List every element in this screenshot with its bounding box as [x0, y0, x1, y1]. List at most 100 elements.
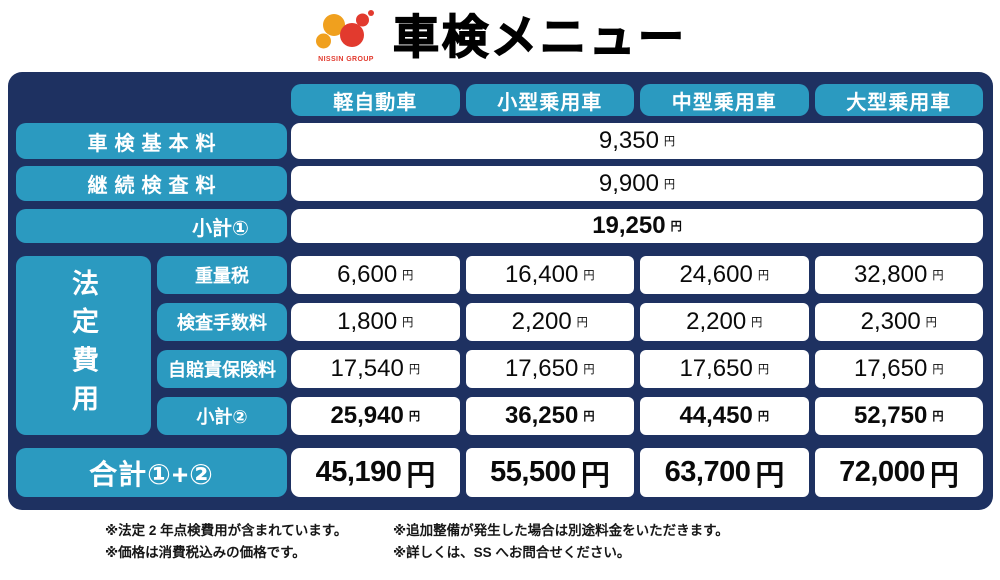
amount: 1,800	[337, 308, 398, 335]
column-header-medium: 中型乗用車	[640, 84, 809, 116]
cell-grand-total-kei: 45,190 円	[291, 448, 460, 497]
currency-unit: 円	[932, 364, 944, 376]
footnotes-left-column: ※法定 2 年点検費用が含まれています。 ※価格は消費税込みの価格です。	[105, 520, 367, 564]
logo-circle-orange-small	[316, 33, 331, 49]
cell-grand-total-small: 55,500 円	[465, 448, 634, 497]
amount: 25,940	[330, 402, 404, 429]
footnote: ※法定 2 年点検費用が含まれています。	[105, 523, 348, 538]
cell-subtotal-2-kei: 25,940 円	[291, 397, 460, 435]
row-inspection-fee: 検査手数料 1,800 円 2,200 円 2,200 円 2,300 円	[157, 303, 983, 341]
logo-circle-red-large	[340, 23, 364, 47]
cell-weight-tax-small: 16,400 円	[465, 256, 634, 294]
cell-weight-tax-medium: 24,600 円	[640, 256, 809, 294]
statutory-fees-label: 法定費用	[16, 256, 151, 435]
statutory-fees-label-box: 法定費用	[16, 256, 151, 435]
currency-unit: 円	[757, 364, 770, 376]
cell-liability-insurance-medium: 17,650 円	[640, 350, 809, 388]
amount: 72,000	[839, 456, 925, 488]
logo-circle-red-small	[368, 10, 374, 16]
amount: 9,350	[598, 127, 659, 154]
row-label-subtotal-1: 小計①	[16, 209, 287, 243]
cell-inspection-fee-small: 2,200 円	[465, 303, 634, 341]
footnote: ※価格は消費税込みの価格です。	[105, 545, 306, 560]
currency-unit: 円	[583, 270, 595, 282]
amount: 17,650	[504, 355, 579, 382]
row-label-liability-insurance: 自賠責保険料	[157, 350, 287, 388]
nissin-group-logo: NISSIN GROUP	[316, 10, 374, 63]
masthead: NISSIN GROUP 車検メニュー	[0, 4, 1000, 70]
amount: 52,750	[853, 402, 928, 429]
currency-unit: 円	[932, 411, 944, 423]
row-label-grand-total: 合計①+②	[16, 448, 287, 497]
row-label-weight-tax: 重量税	[157, 256, 287, 294]
cell-inspection-fee-medium: 2,200 円	[640, 303, 809, 341]
cell-liability-insurance-large: 17,650 円	[814, 350, 983, 388]
amount: 2,300	[860, 308, 921, 335]
amount: 16,400	[504, 261, 579, 288]
statutory-fees-rows: 重量税 6,600 円 16,400 円 24,600 円 32,800 円 検査手数料…	[157, 256, 983, 435]
row-liability-insurance: 自賠責保険料 17,540 円 17,650 円 17,650 円 17,650 円	[157, 350, 983, 388]
amount: 9,900	[598, 169, 659, 197]
amount: 17,540	[330, 355, 404, 382]
currency-unit: 円	[757, 411, 770, 423]
logo-circle-red-medium	[356, 13, 369, 27]
currency-unit: 円	[406, 459, 435, 492]
row-label-inspection-fee: 検査手数料	[157, 303, 287, 341]
amount: 24,600	[679, 261, 753, 288]
row-grand-total: 合計①+② 45,190 円 55,500 円 63,700 円 72,000 円	[16, 448, 983, 497]
amount: 17,650	[853, 355, 928, 382]
cell-weight-tax-large: 32,800 円	[814, 256, 983, 294]
cell-continuation-fee: 9,900 円	[291, 166, 983, 201]
currency-unit: 円	[929, 459, 959, 492]
cell-weight-tax-kei: 6,600 円	[291, 256, 460, 294]
logo-text: NISSIN GROUP	[318, 56, 374, 63]
amount: 2,200	[686, 308, 747, 335]
footnote: ※追加整備が発生した場合は別途料金をいただきます。	[393, 523, 729, 538]
cell-inspection-fee-kei: 1,800 円	[291, 303, 460, 341]
currency-unit: 円	[576, 317, 588, 329]
currency-unit: 円	[670, 221, 682, 233]
currency-unit: 円	[402, 270, 414, 282]
cell-subtotal-2-large: 52,750 円	[814, 397, 983, 435]
cell-inspection-fee-large: 2,300 円	[814, 303, 983, 341]
cell-subtotal-2-small: 36,250 円	[465, 397, 634, 435]
row-label-continuation-fee: 継続検査料	[16, 166, 287, 201]
cell-subtotal-2-medium: 44,450 円	[640, 397, 809, 435]
amount: 45,190	[315, 456, 402, 488]
currency-unit: 円	[932, 270, 944, 282]
currency-unit: 円	[663, 136, 676, 148]
currency-unit: 円	[925, 317, 937, 329]
row-label-basic-fee: 車検基本料	[16, 123, 287, 159]
cell-grand-total-large: 72,000 円	[814, 448, 983, 497]
currency-unit: 円	[408, 411, 421, 423]
currency-unit: 円	[583, 364, 595, 376]
row-continuation-fee: 継続検査料 9,900 円	[16, 166, 983, 201]
currency-unit: 円	[580, 459, 610, 492]
currency-unit: 円	[583, 411, 595, 423]
currency-unit: 円	[408, 364, 421, 376]
cell-liability-insurance-kei: 17,540 円	[291, 350, 460, 388]
amount: 17,650	[679, 355, 753, 382]
cell-subtotal-1: 19,250 円	[291, 209, 983, 243]
amount: 6,600	[337, 261, 398, 288]
amount: 55,500	[490, 456, 576, 488]
column-header-row: 軽自動車 小型乗用車 中型乗用車 大型乗用車	[16, 84, 983, 116]
row-label-subtotal-2: 小計②	[157, 397, 287, 435]
page-title: 車検メニュー	[392, 11, 687, 63]
header-spacer	[16, 84, 287, 116]
amount: 32,800	[853, 261, 928, 288]
currency-unit: 円	[402, 317, 414, 329]
cell-basic-fee: 9,350 円	[291, 123, 983, 159]
price-table: 軽自動車 小型乗用車 中型乗用車 大型乗用車 車検基本料 9,350 円 継続検…	[8, 72, 993, 510]
logo-circle-orange-large	[323, 14, 345, 36]
cell-grand-total-medium: 63,700 円	[640, 448, 809, 497]
row-subtotal-1: 小計① 19,250 円	[16, 209, 983, 243]
amount: 2,200	[511, 308, 572, 335]
column-header-large: 大型乗用車	[814, 84, 983, 116]
currency-unit: 円	[757, 270, 770, 282]
row-basic-fee: 車検基本料 9,350 円	[16, 123, 983, 159]
footnotes-right-column: ※追加整備が発生した場合は別途料金をいただきます。 ※詳しくは、SS へお問合せ…	[393, 520, 729, 564]
amount: 44,450	[679, 402, 753, 429]
currency-unit: 円	[751, 317, 763, 329]
footnotes: ※法定 2 年点検費用が含まれています。 ※価格は消費税込みの価格です。 ※追加…	[105, 520, 965, 564]
